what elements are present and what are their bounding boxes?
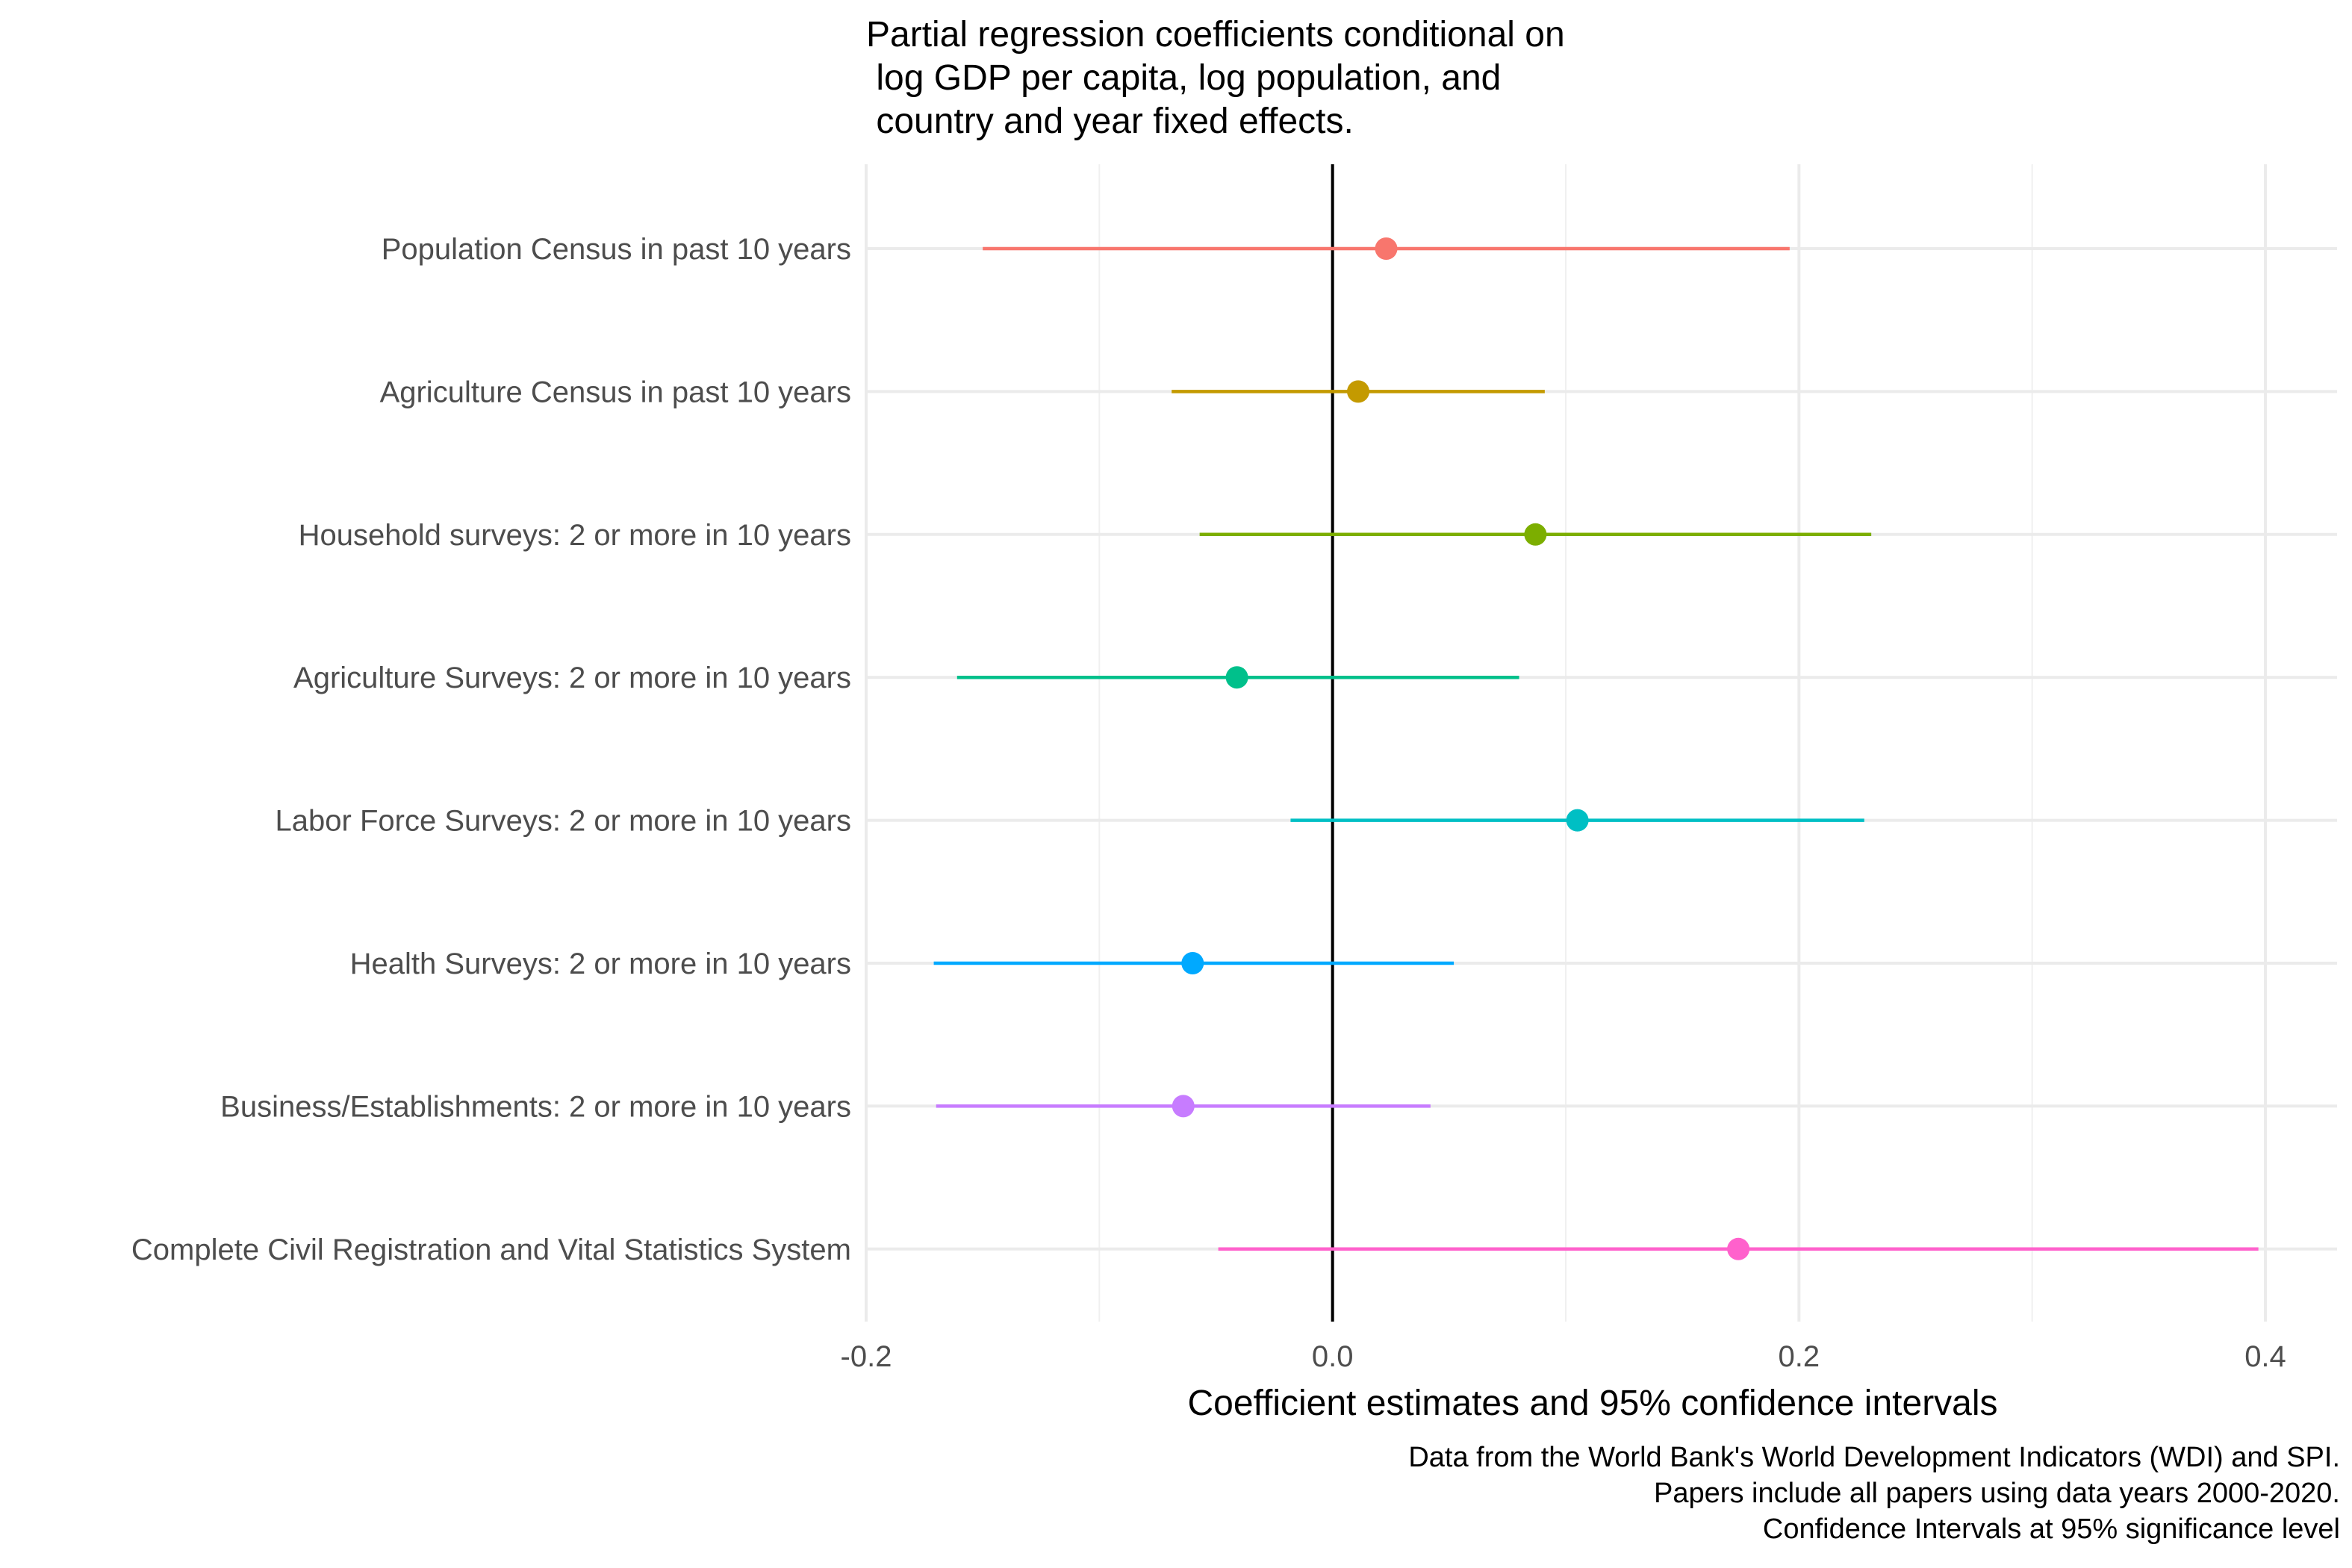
x-tick-label: 0.2 [1779, 1340, 1820, 1373]
estimate-point [1347, 380, 1370, 403]
x-tick-label: 0.4 [2244, 1340, 2286, 1373]
y-axis-label: Agriculture Surveys: 2 or more in 10 yea… [293, 662, 851, 694]
chart-title-line-1: Partial regression coefficients conditio… [866, 15, 1565, 55]
grid [865, 164, 2337, 1322]
caption-line-2: Papers include all papers using data yea… [1654, 1478, 2340, 1509]
estimate-point [1566, 809, 1589, 832]
y-axis-label: Complete Civil Registration and Vital St… [131, 1233, 851, 1266]
chart-title-line-3: country and year fixed effects. [866, 102, 1354, 141]
caption-line-3: Confidence Intervals at 95% significance… [1762, 1513, 2340, 1545]
y-axis-label: Population Census in past 10 years [382, 233, 851, 266]
estimate-points [1172, 237, 1750, 1260]
chart-title-line-2: log GDP per capita, log population, and [866, 58, 1502, 98]
estimate-point [1225, 666, 1248, 689]
estimate-point [1375, 237, 1398, 260]
estimate-point [1172, 1095, 1195, 1118]
y-axis-label: Household surveys: 2 or more in 10 years [299, 519, 851, 552]
x-axis-tick-labels: -0.2 0.0 0.2 0.4 [841, 1340, 2286, 1373]
x-axis-title: Coefficient estimates and 95% confidence… [1187, 1384, 1997, 1423]
estimate-point [1181, 952, 1204, 974]
estimate-point [1524, 523, 1547, 546]
y-axis-label: Agriculture Census in past 10 years [380, 376, 851, 408]
x-tick-label: 0.0 [1312, 1340, 1354, 1373]
y-axis-labels: Population Census in past 10 years Agricu… [131, 233, 851, 1266]
y-axis-label: Business/Establishments: 2 or more in 10… [220, 1090, 851, 1123]
caption-line-1: Data from the World Bank's World Develop… [1408, 1442, 2340, 1473]
x-tick-label: -0.2 [841, 1340, 892, 1373]
estimate-point [1727, 1237, 1750, 1260]
y-axis-label: Labor Force Surveys: 2 or more in 10 yea… [276, 805, 851, 838]
y-axis-label: Health Surveys: 2 or more in 10 years [350, 948, 851, 980]
confidence-intervals [933, 246, 2259, 1251]
